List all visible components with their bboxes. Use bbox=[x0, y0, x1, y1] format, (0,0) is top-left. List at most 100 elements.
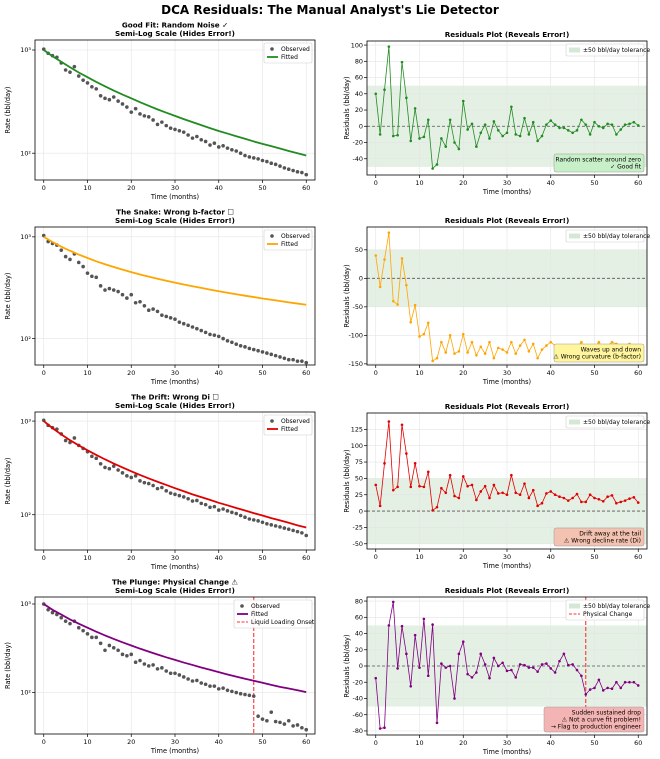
observed-point bbox=[269, 710, 274, 714]
residual-point bbox=[405, 652, 408, 656]
observed-point bbox=[304, 172, 309, 177]
annotation-text: Sudden sustained drop bbox=[572, 710, 641, 717]
residual-point bbox=[383, 726, 386, 729]
observed-point bbox=[98, 284, 103, 288]
observed-point bbox=[125, 474, 129, 478]
y-axis-label: Residuals (bbl/day) bbox=[343, 76, 351, 139]
observed-point bbox=[151, 118, 155, 122]
residual-point bbox=[466, 128, 469, 131]
legend: ±50 bbl/day tolerance bbox=[565, 229, 650, 243]
y-axis-label: Rate (bbl/day) bbox=[4, 458, 12, 505]
residual-point bbox=[475, 498, 478, 502]
residual-point bbox=[558, 126, 561, 130]
fitted-line bbox=[43, 49, 307, 157]
y-tick-label: -25 bbox=[353, 524, 363, 532]
residual-point bbox=[623, 680, 627, 684]
residual-point bbox=[527, 496, 531, 500]
residual-point bbox=[444, 351, 448, 354]
observed-point bbox=[81, 264, 85, 269]
legend-label: Observed bbox=[281, 418, 310, 425]
residual-point bbox=[571, 663, 574, 666]
residual-point bbox=[636, 684, 640, 687]
observed-point bbox=[238, 513, 243, 518]
residual-point bbox=[575, 492, 579, 496]
observed-point bbox=[282, 356, 287, 361]
panel-title: The Plunge: Physical Change ⚠ bbox=[112, 578, 239, 587]
observed-point bbox=[295, 529, 300, 534]
annotation-text: Drift away at the tail bbox=[579, 531, 641, 538]
observed-point bbox=[186, 323, 190, 328]
observed-point bbox=[195, 498, 199, 503]
observed-point bbox=[256, 519, 260, 523]
legend-marker bbox=[270, 234, 274, 238]
residual-point bbox=[580, 340, 583, 344]
observed-point bbox=[216, 334, 221, 339]
panel-3: 0 10 20 30 40 50 60 10² 10³ Time (months) Rate (bb… bbox=[4, 208, 316, 386]
residual-point bbox=[387, 45, 391, 48]
observed-point bbox=[85, 632, 90, 636]
legend-box bbox=[263, 42, 313, 64]
legend-label: Fitted bbox=[281, 54, 298, 61]
x-tick-label: 10 bbox=[83, 369, 91, 377]
residual-point bbox=[575, 129, 579, 132]
residual-point bbox=[514, 133, 518, 136]
residual-point bbox=[549, 119, 553, 122]
y-axis-label: Residuals (bbl/day) bbox=[343, 264, 351, 327]
residual-point bbox=[435, 163, 439, 166]
residual-point bbox=[426, 470, 430, 474]
residual-point bbox=[597, 498, 601, 501]
observed-point bbox=[120, 471, 125, 475]
observed-point bbox=[247, 155, 252, 159]
y-tick-label: 100 bbox=[351, 442, 363, 450]
residual-point bbox=[422, 485, 426, 489]
residual-point bbox=[466, 484, 469, 488]
y-tick-label: 80 bbox=[355, 597, 363, 605]
x-tick-label: 20 bbox=[127, 184, 135, 192]
x-tick-label: 50 bbox=[258, 738, 266, 746]
annotation-text: Random scatter around zero bbox=[556, 157, 642, 164]
x-tick-label: 40 bbox=[215, 738, 223, 746]
residual-point bbox=[426, 674, 430, 678]
observed-point bbox=[300, 359, 304, 363]
plot-area bbox=[374, 600, 640, 730]
observed-point bbox=[212, 684, 217, 688]
x-tick-label: 10 bbox=[83, 554, 91, 562]
observed-point bbox=[278, 720, 282, 725]
x-tick-label: 10 bbox=[415, 553, 423, 561]
residual-point bbox=[405, 96, 408, 100]
observed-point bbox=[269, 523, 274, 527]
observed-point bbox=[146, 481, 151, 486]
residual-point bbox=[413, 107, 417, 110]
residual-point bbox=[492, 656, 496, 660]
residual-point bbox=[588, 688, 592, 691]
residual-point bbox=[400, 423, 404, 427]
residual-point bbox=[501, 134, 504, 138]
observed-point bbox=[208, 332, 212, 337]
residual-point bbox=[628, 497, 631, 500]
residual-point bbox=[514, 491, 518, 495]
x-axis-label: Time (months) bbox=[482, 748, 531, 756]
residual-point bbox=[510, 473, 513, 477]
observed-point bbox=[98, 641, 103, 646]
legend-box bbox=[263, 414, 313, 436]
residual-point bbox=[619, 686, 623, 690]
residual-point bbox=[597, 678, 601, 682]
observed-point bbox=[225, 509, 230, 513]
residual-point bbox=[518, 663, 522, 666]
x-tick-label: 50 bbox=[258, 554, 266, 562]
panel-title: Semi-Log Scale (Hides Error!) bbox=[115, 29, 235, 38]
observed-point bbox=[103, 288, 107, 292]
observed-point bbox=[177, 320, 182, 324]
observed-point bbox=[256, 348, 260, 353]
observed-point bbox=[142, 480, 147, 485]
residual-point bbox=[431, 509, 434, 512]
residual-point bbox=[391, 134, 395, 138]
residual-point bbox=[610, 123, 614, 126]
observed-point bbox=[133, 300, 138, 305]
panel-title: The Drift: Wrong Di ☐ bbox=[131, 393, 219, 402]
observed-point bbox=[98, 93, 103, 98]
observed-point bbox=[221, 686, 225, 690]
residual-point bbox=[588, 133, 592, 136]
observed-point bbox=[72, 436, 77, 440]
residual-point bbox=[531, 488, 535, 492]
